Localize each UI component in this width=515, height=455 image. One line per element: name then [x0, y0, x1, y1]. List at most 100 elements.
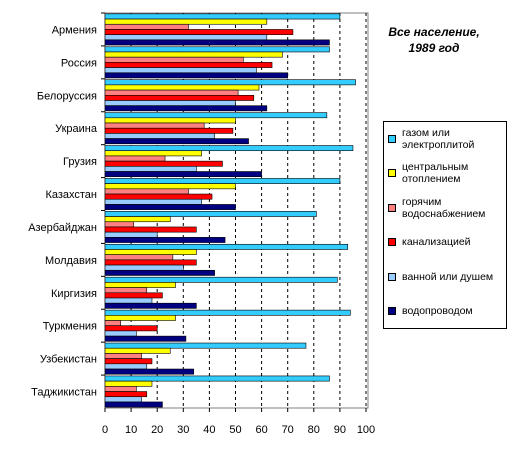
bar	[104, 380, 153, 387]
bar	[104, 330, 137, 337]
bar	[104, 231, 158, 238]
bar	[104, 166, 197, 172]
bar	[104, 335, 187, 342]
title-line: 1989 год	[408, 41, 460, 55]
bar	[104, 117, 236, 124]
bar	[104, 138, 249, 145]
bar	[104, 309, 351, 316]
y-tick-label: Азербайджан	[28, 222, 97, 234]
bar	[104, 39, 330, 46]
legend-item: центральным отоплением	[388, 160, 502, 186]
x-tick-label: 10	[125, 424, 137, 436]
bar	[104, 315, 176, 321]
bar	[104, 237, 226, 243]
bar	[104, 178, 341, 184]
bar	[104, 23, 189, 30]
bar	[104, 243, 349, 250]
y-tick-label: Туркмения	[43, 321, 97, 333]
bar	[104, 145, 354, 152]
bar	[104, 226, 197, 233]
bar	[104, 13, 341, 20]
bar	[104, 216, 171, 223]
legend-swatch	[388, 169, 396, 178]
x-tick-label: 80	[308, 424, 320, 436]
bar	[104, 204, 236, 210]
bar	[104, 282, 176, 288]
legend-item: водопроводом	[388, 298, 502, 324]
bar	[104, 363, 148, 370]
x-tick-label: 90	[334, 424, 346, 436]
x-tick-label: 0	[102, 424, 108, 436]
bar	[104, 160, 223, 167]
legend-swatch	[388, 135, 396, 143]
legend: газом или электроплитой центральным отопл…	[383, 121, 507, 329]
legend-label: горячим водоснабжением	[402, 195, 486, 220]
bar	[104, 254, 174, 261]
bar	[104, 18, 268, 25]
y-tick-label: Казахстан	[45, 189, 97, 201]
bar	[104, 302, 197, 309]
bar	[104, 198, 202, 205]
plot-area	[104, 12, 369, 409]
x-tick-label: 20	[151, 424, 163, 436]
x-tick-label: 50	[229, 424, 241, 436]
bar	[104, 287, 148, 294]
legend-item: ванной или душем	[388, 264, 502, 290]
bar	[104, 391, 148, 398]
bar	[104, 347, 171, 354]
legend-swatch	[388, 272, 396, 281]
bar	[104, 127, 234, 134]
y-tick-label: Таджикистан	[31, 387, 97, 399]
bar	[104, 320, 121, 327]
bar	[104, 386, 137, 392]
legend-label: водопроводом	[402, 304, 473, 317]
bar	[104, 188, 189, 195]
bar	[104, 62, 273, 68]
bar	[104, 221, 135, 228]
legend-label: газом или электроплитой	[402, 127, 475, 151]
legend-label: ванной или душем	[402, 270, 494, 283]
x-tick-label: 30	[177, 424, 189, 436]
y-tick-label: Россия	[61, 57, 97, 69]
bar	[104, 269, 215, 276]
bar	[104, 249, 197, 255]
y-tick-label: Украина	[55, 123, 98, 135]
bar	[104, 396, 142, 403]
bar	[104, 264, 184, 271]
bar	[104, 150, 202, 157]
bar	[104, 342, 307, 349]
y-tick-label: Армения	[52, 24, 97, 36]
bar	[104, 171, 262, 178]
bar	[104, 401, 163, 408]
x-tick-label: 70	[282, 424, 294, 436]
bar	[104, 100, 236, 106]
y-tick-label: Белоруссия	[37, 90, 97, 102]
bar	[104, 94, 255, 101]
bar	[104, 79, 356, 86]
bar	[104, 183, 236, 190]
bar	[104, 122, 205, 129]
bar	[104, 259, 197, 266]
bar	[104, 193, 213, 200]
bar	[104, 211, 317, 217]
bar	[104, 368, 195, 375]
bar	[104, 353, 142, 359]
bar	[104, 84, 260, 91]
y-tick-label: Узбекистан	[40, 354, 97, 366]
bar	[104, 325, 158, 332]
legend-label: центральным отоплением	[402, 161, 469, 186]
bar	[104, 29, 294, 35]
bar	[104, 89, 239, 96]
title-line: Все население,	[388, 25, 480, 39]
bar	[104, 358, 153, 365]
legend-swatch	[388, 203, 396, 212]
legend-swatch	[388, 306, 396, 315]
y-tick-label: Киргизия	[51, 288, 97, 300]
chart-title: Все население, 1989 год	[378, 24, 490, 56]
bar	[104, 375, 330, 382]
bar	[104, 276, 338, 283]
legend-label: канализацией	[402, 236, 471, 249]
bar	[104, 292, 163, 299]
